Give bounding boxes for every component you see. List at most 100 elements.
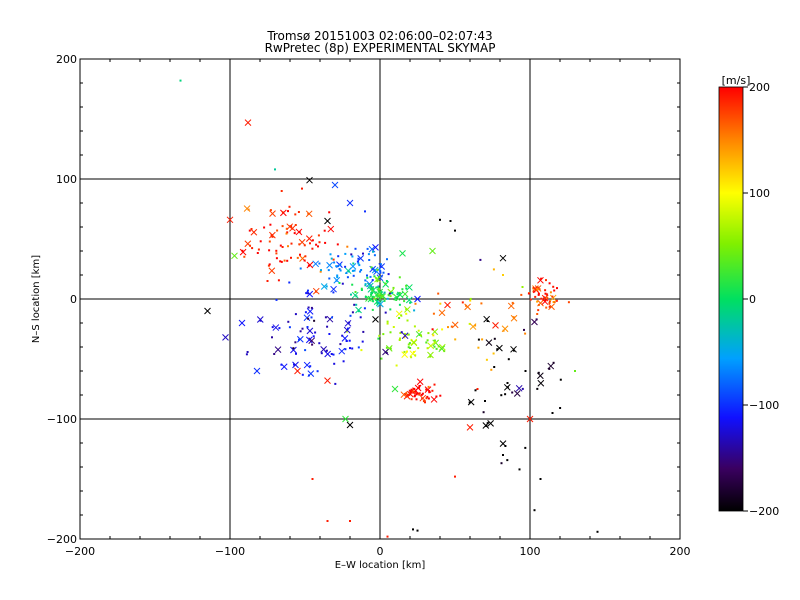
- data-point: [299, 267, 302, 270]
- data-point: [553, 289, 556, 292]
- data-point: [271, 326, 274, 329]
- data-point: [373, 275, 376, 278]
- cross-marker: [374, 275, 381, 283]
- data-point: [407, 333, 410, 336]
- data-point: [555, 299, 558, 302]
- data-point: [353, 269, 356, 272]
- cross-marker: [404, 306, 411, 313]
- data-point: [511, 301, 514, 304]
- cross-marker: [324, 377, 331, 384]
- data-point: [251, 247, 254, 250]
- data-point: [370, 266, 373, 269]
- data-point: [532, 287, 535, 290]
- data-point: [366, 247, 369, 250]
- data-point: [409, 301, 412, 304]
- cross-marker: [324, 217, 331, 225]
- x-axis-label: E–W location [km]: [335, 560, 426, 571]
- data-point: [346, 276, 349, 279]
- data-point: [293, 363, 295, 366]
- data-point: [426, 347, 429, 350]
- data-point: [336, 274, 339, 277]
- data-point: [476, 388, 479, 390]
- data-point: [325, 285, 328, 288]
- data-point: [536, 313, 539, 315]
- data-point: [373, 254, 376, 257]
- data-point: [425, 388, 428, 391]
- data-point: [315, 243, 318, 246]
- data-point: [359, 316, 362, 319]
- cross-marker: [547, 362, 555, 370]
- data-point: [268, 249, 271, 252]
- data-point: [401, 288, 404, 291]
- data-point: [296, 256, 299, 259]
- data-point: [410, 388, 413, 391]
- data-point: [425, 341, 428, 344]
- data-point: [413, 325, 416, 328]
- data-point: [551, 412, 554, 414]
- data-point: [461, 301, 464, 304]
- data-point: [454, 475, 456, 478]
- data-point: [347, 327, 349, 330]
- cross-marker: [405, 296, 413, 304]
- cross-marker: [507, 302, 515, 310]
- data-point: [370, 287, 373, 290]
- data-point: [285, 232, 288, 235]
- data-point: [330, 353, 333, 355]
- cross-marker: [377, 300, 384, 308]
- data-point: [403, 336, 406, 339]
- data-point: [371, 279, 374, 282]
- data-point: [527, 292, 530, 295]
- data-point: [362, 252, 364, 255]
- cross-marker: [306, 290, 314, 298]
- data-point: [484, 400, 486, 402]
- data-point: [468, 401, 471, 404]
- data-point: [311, 478, 314, 480]
- data-point: [485, 358, 488, 361]
- cross-marker: [312, 260, 320, 268]
- data-point: [349, 520, 351, 522]
- data-point: [290, 256, 292, 259]
- data-point: [332, 353, 335, 356]
- data-point: [312, 335, 315, 338]
- data-point: [549, 291, 552, 294]
- data-point: [469, 297, 472, 300]
- data-point: [311, 239, 314, 242]
- data-point: [320, 269, 322, 272]
- cross-marker: [326, 261, 333, 269]
- cross-marker: [346, 421, 354, 429]
- data-point: [405, 312, 408, 315]
- data-point: [441, 328, 444, 331]
- data-point: [345, 340, 348, 342]
- data-point: [521, 387, 524, 390]
- cross-marker: [482, 422, 490, 429]
- colorbar-tick-label: 0: [749, 293, 756, 306]
- data-point: [277, 279, 280, 282]
- data-point: [352, 262, 355, 265]
- data-point: [492, 352, 495, 355]
- data-point: [351, 311, 354, 314]
- data-point: [250, 228, 253, 230]
- cross-marker: [537, 276, 544, 284]
- data-point: [435, 347, 438, 350]
- data-point: [537, 309, 540, 312]
- data-point: [364, 279, 367, 282]
- x-tick-label: 0: [377, 545, 384, 558]
- cross-marker: [238, 319, 246, 327]
- data-point: [521, 286, 524, 288]
- data-point: [278, 327, 281, 330]
- data-point: [285, 227, 288, 230]
- cross-marker: [307, 370, 315, 378]
- data-point: [396, 293, 399, 296]
- cross-marker: [444, 301, 451, 309]
- data-point: [295, 352, 297, 355]
- cross-marker: [464, 303, 471, 311]
- data-point: [399, 332, 402, 334]
- data-point: [367, 253, 370, 256]
- data-point: [523, 328, 525, 331]
- data-point: [537, 293, 540, 296]
- data-point: [429, 355, 432, 358]
- chart-title-line-1: Tromsø 20151003 02:06:00–02:07:43: [266, 29, 492, 43]
- data-point: [417, 329, 420, 332]
- data-point: [536, 288, 539, 291]
- data-point: [433, 339, 436, 342]
